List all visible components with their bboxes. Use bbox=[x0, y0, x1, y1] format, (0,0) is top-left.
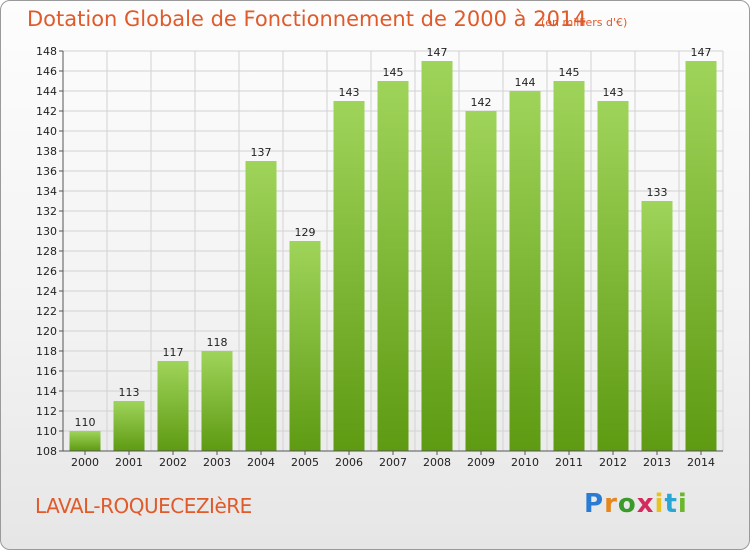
x-tick-label-2008: 2008 bbox=[423, 456, 451, 469]
y-tick-label: 118 bbox=[36, 345, 57, 358]
bar-2003 bbox=[201, 351, 233, 451]
x-tick-label-2013: 2013 bbox=[643, 456, 671, 469]
x-tick-label-2001: 2001 bbox=[115, 456, 143, 469]
bar-2005 bbox=[289, 241, 321, 451]
value-labels: 110 113 117 118 137 129 143 145 147 142 144 145 143 1… bbox=[75, 46, 712, 429]
value-label-2003: 118 bbox=[207, 336, 228, 349]
value-label-2001: 113 bbox=[119, 386, 140, 399]
y-tick-label: 116 bbox=[36, 365, 57, 378]
bar-2006 bbox=[333, 101, 365, 451]
value-label-2013: 133 bbox=[647, 186, 668, 199]
x-tick-label-2011: 2011 bbox=[555, 456, 583, 469]
y-tick-label: 120 bbox=[36, 325, 57, 338]
value-label-2006: 143 bbox=[339, 86, 360, 99]
value-label-2008: 147 bbox=[427, 46, 448, 59]
logo-letter: t bbox=[664, 489, 678, 519]
axes: 108 110 112 114 116 118 120 122 124 126 128 130 132 1… bbox=[36, 45, 723, 469]
y-tick-label: 146 bbox=[36, 65, 57, 78]
x-tick-label-2012: 2012 bbox=[599, 456, 627, 469]
x-tick-label-2000: 2000 bbox=[71, 456, 99, 469]
x-tick-label-2010: 2010 bbox=[511, 456, 539, 469]
logo-letter: r bbox=[604, 489, 618, 519]
bar-2002 bbox=[157, 361, 189, 451]
value-label-2007: 145 bbox=[383, 66, 404, 79]
x-tick-label-2004: 2004 bbox=[247, 456, 275, 469]
bars bbox=[69, 61, 717, 451]
value-label-2010: 144 bbox=[515, 76, 536, 89]
x-tick-label-2007: 2007 bbox=[379, 456, 407, 469]
bar-2011 bbox=[553, 81, 585, 451]
y-tick-label: 114 bbox=[36, 385, 57, 398]
value-label-2000: 110 bbox=[75, 416, 96, 429]
bar-2007 bbox=[377, 81, 409, 451]
value-label-2012: 143 bbox=[603, 86, 624, 99]
commune-name: LAVAL-ROQUECEZIèRE bbox=[35, 494, 252, 518]
value-label-2005: 129 bbox=[295, 226, 316, 239]
y-tick-label: 130 bbox=[36, 225, 57, 238]
value-label-2004: 137 bbox=[251, 146, 272, 159]
logo-letter: o bbox=[617, 489, 637, 519]
y-tick-label: 112 bbox=[36, 405, 57, 418]
y-tick-label: 134 bbox=[36, 185, 57, 198]
y-tick-label: 126 bbox=[36, 265, 57, 278]
value-label-2011: 145 bbox=[559, 66, 580, 79]
x-tick-label-2005: 2005 bbox=[291, 456, 319, 469]
bar-2013 bbox=[641, 201, 673, 451]
value-label-2014: 147 bbox=[691, 46, 712, 59]
y-tick-label: 124 bbox=[36, 285, 57, 298]
logo-letter: i bbox=[654, 489, 665, 519]
y-tick-label: 110 bbox=[36, 425, 57, 438]
x-tick-label-2003: 2003 bbox=[203, 456, 231, 469]
y-tick-label: 148 bbox=[36, 45, 57, 58]
chart-title: Dotation Globale de Fonctionnement de 20… bbox=[27, 7, 587, 31]
y-tick-label: 140 bbox=[36, 125, 57, 138]
y-tick-label: 136 bbox=[36, 165, 57, 178]
y-tick-label: 142 bbox=[36, 105, 57, 118]
x-tick-label-2006: 2006 bbox=[335, 456, 363, 469]
bar-2000 bbox=[69, 431, 101, 451]
logo-letter: i bbox=[677, 489, 688, 519]
bar-2004 bbox=[245, 161, 277, 451]
bar-2008 bbox=[421, 61, 453, 451]
y-tick-label: 122 bbox=[36, 305, 57, 318]
bar-2010 bbox=[509, 91, 541, 451]
bar-2001 bbox=[113, 401, 145, 451]
logo-letter: P bbox=[584, 489, 605, 519]
proxiti-logo[interactable]: Proxiti bbox=[584, 489, 688, 519]
x-tick-label-2009: 2009 bbox=[467, 456, 495, 469]
x-tick-label-2002: 2002 bbox=[159, 456, 187, 469]
value-label-2002: 117 bbox=[163, 346, 184, 359]
y-tick-label: 128 bbox=[36, 245, 57, 258]
bar-2012 bbox=[597, 101, 629, 451]
y-tick-label: 138 bbox=[36, 145, 57, 158]
logo-letter: x bbox=[636, 489, 655, 519]
y-tick-label: 132 bbox=[36, 205, 57, 218]
y-tick-label: 144 bbox=[36, 85, 57, 98]
bar-2009 bbox=[465, 111, 497, 451]
y-tick-label: 108 bbox=[36, 445, 57, 458]
x-tick-label-2014: 2014 bbox=[687, 456, 715, 469]
value-label-2009: 142 bbox=[471, 96, 492, 109]
bar-2014 bbox=[685, 61, 717, 451]
chart-unit: (en milliers d'€) bbox=[541, 16, 628, 29]
